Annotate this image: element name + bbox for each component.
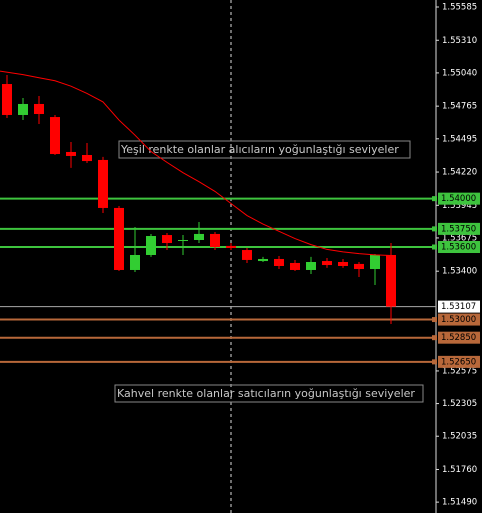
level-label: 1.53000 [441, 315, 476, 325]
level-label: 1.53600 [441, 243, 476, 253]
level-box [438, 313, 480, 326]
candle-body [162, 235, 172, 244]
level-box [438, 241, 480, 254]
y-tick-label: 1.55585 [442, 3, 477, 13]
candle-body [242, 250, 252, 260]
candle-body [82, 155, 92, 162]
y-tick-label: 1.55040 [442, 68, 477, 78]
level-box [438, 355, 480, 368]
current-price-box [438, 300, 480, 313]
candle-body [290, 262, 300, 270]
level-label: 1.52650 [441, 357, 476, 367]
y-tick-label: 1.52305 [442, 399, 477, 409]
y-tick-label: 1.54765 [442, 102, 477, 112]
candle-body [306, 262, 316, 270]
y-tick-label: 1.54220 [442, 168, 477, 178]
y-tick-label: 1.54495 [442, 134, 477, 144]
level-label: 1.53750 [441, 224, 476, 234]
y-tick-label: 1.52035 [442, 432, 477, 442]
candle-body [146, 236, 156, 255]
candle-body [130, 254, 140, 270]
annotation-box [114, 384, 424, 403]
candle-body [18, 103, 28, 115]
level-box [438, 331, 480, 344]
candle-body [274, 258, 284, 266]
level-marker [432, 244, 437, 250]
candle-body [338, 262, 348, 266]
annotation: Yeşil renkte olanlar alıcıların yoğunlaş… [120, 143, 399, 156]
candle-body [370, 254, 380, 270]
candle-body [178, 239, 188, 241]
y-tick-label: 1.53400 [442, 267, 477, 277]
y-tick-label: 1.51760 [442, 465, 477, 475]
level-marker [432, 359, 437, 365]
level-box [438, 192, 480, 205]
candle-body [322, 261, 332, 266]
level-marker [432, 335, 437, 341]
candle-body [2, 84, 12, 115]
level-marker [432, 196, 437, 202]
y-tick-label: 1.53675 [442, 233, 477, 243]
candle-body [98, 159, 108, 208]
annotation-box [118, 140, 411, 159]
y-tick-label: 1.55310 [442, 36, 477, 46]
y-tick-label: 1.51490 [442, 498, 477, 508]
level-label: 1.54000 [441, 194, 476, 204]
level-marker [432, 317, 437, 323]
candle-body [386, 254, 396, 307]
candle-body [66, 151, 76, 156]
level-marker [432, 226, 437, 232]
candle-body [354, 263, 364, 270]
candle-body [50, 117, 60, 155]
y-tick-label: 1.53945 [442, 201, 477, 211]
candle-body [258, 258, 268, 262]
y-tick-label: 1.52575 [442, 366, 477, 376]
level-label: 1.52850 [441, 333, 476, 343]
candle-body [210, 233, 220, 248]
moving-average [0, 70, 392, 256]
candle-body [114, 207, 124, 270]
current-price-label: 1.53107 [441, 302, 476, 312]
candle-body [226, 245, 236, 248]
candle-body [34, 103, 44, 115]
level-box [438, 222, 480, 235]
annotation: Kahvel renkte olanlar satıcıların yoğunl… [117, 387, 415, 400]
candle-body [194, 233, 204, 240]
